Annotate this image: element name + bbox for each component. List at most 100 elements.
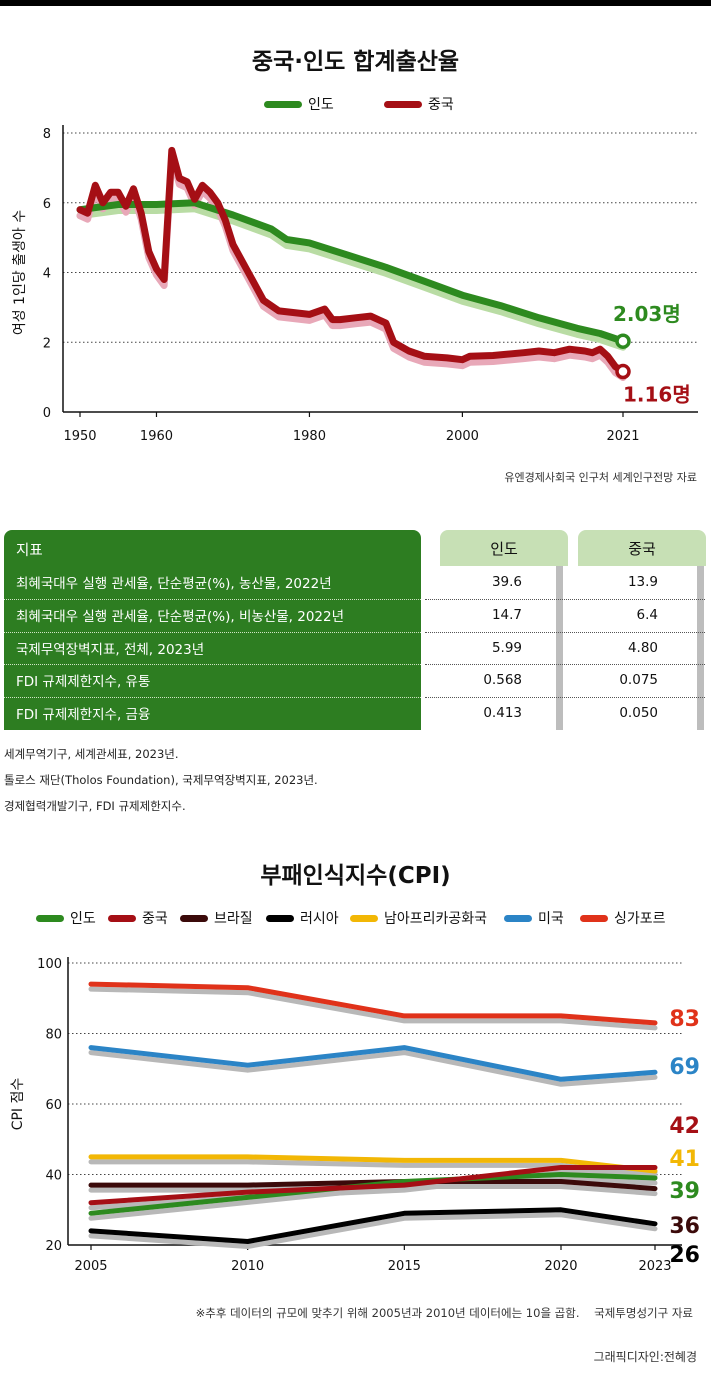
row-separator xyxy=(4,598,421,600)
legend-label: 남아프리카공화국 xyxy=(384,911,488,927)
table-cell-india: 14.7 xyxy=(491,606,522,623)
y-tick-label: 8 xyxy=(43,127,51,142)
y-tick-label: 6 xyxy=(43,197,51,212)
x-tick-label: 2005 xyxy=(74,1259,107,1274)
chart1-source: 유엔경제사회국 인구처 세계인구전망 자료 xyxy=(504,471,697,484)
end-label-china: 1.16명 xyxy=(623,383,691,407)
legend-swatch xyxy=(36,914,64,922)
legend-item: 중국 xyxy=(108,908,168,928)
series-line-india xyxy=(76,199,627,345)
y-tick-label: 60 xyxy=(45,1098,62,1113)
series-line-china xyxy=(88,1165,658,1206)
x-tick-label: 2000 xyxy=(446,429,479,444)
legend-label: 브라질 xyxy=(214,911,253,927)
series-shadow-india xyxy=(76,205,627,351)
table-header-china: 중국 xyxy=(578,530,706,566)
column-divider-china xyxy=(697,566,704,730)
y-tick-label: 40 xyxy=(45,1169,62,1184)
table-header-india: 인도 xyxy=(440,530,568,566)
legend-label: 싱가포르 xyxy=(614,911,666,927)
x-tick-label: 2010 xyxy=(231,1259,264,1274)
x-tick-label: 1980 xyxy=(293,429,326,444)
table-cell-india: 0.413 xyxy=(483,705,522,722)
legend-swatch xyxy=(350,914,378,922)
end-label-india: 2.03명 xyxy=(613,302,681,326)
legend-item: 싱가포르 xyxy=(580,908,666,928)
legend-label: 인도 xyxy=(70,911,96,927)
table-cell-india: 39.6 xyxy=(491,574,522,590)
end-label-china: 42 xyxy=(669,1114,700,1139)
row-separator xyxy=(425,598,705,600)
table-cell-china: 0.075 xyxy=(619,672,658,689)
series-shadow-usa xyxy=(88,1050,658,1087)
table-note: 세계무역기구, 세계관세표, 2023년. xyxy=(4,747,179,761)
row-separator xyxy=(425,664,705,666)
x-tick-label: 2015 xyxy=(388,1259,421,1274)
legend-label-china: 중국 xyxy=(428,97,454,113)
series-line-singapore xyxy=(88,981,658,1026)
table-cell-china: 13.9 xyxy=(627,574,658,590)
x-tick-label: 2023 xyxy=(638,1259,671,1274)
legend-item: 남아프리카공화국 xyxy=(350,908,487,928)
row-separator xyxy=(4,697,421,699)
chart1-title: 중국·인도 합계출산율 xyxy=(251,49,460,75)
legend-swatch xyxy=(504,914,532,922)
table-header-label: 지표 xyxy=(16,542,43,559)
series-shadow-russia xyxy=(88,1212,658,1249)
table-cell-china: 0.050 xyxy=(619,705,658,722)
y-tick-label: 4 xyxy=(43,267,51,282)
series-line-south-africa xyxy=(88,1154,658,1174)
chart2-footnote-text: ※추후 데이터의 규모에 맞추기 위해 2005년과 2010년 데이터에는 1… xyxy=(195,1306,580,1320)
table-cell-india: 5.99 xyxy=(491,639,522,656)
row-separator xyxy=(425,697,705,699)
legend-label-india: 인도 xyxy=(308,97,334,113)
legend-swatch-china xyxy=(384,100,422,108)
fertility-chart: 0 2 4 6 8 1950 1960 1980 2000 2021 여성 1인당 출생아 수 2.… xyxy=(12,125,698,444)
column-divider-india xyxy=(556,566,563,730)
y-axis-label: 여성 1인당 출생아 수 xyxy=(12,210,28,335)
y-axis-label: CPI 점수 xyxy=(10,1078,26,1131)
legend-item-china: 중국 xyxy=(384,94,454,114)
table-note: 경제협력개발기구, FDI 규제제한지수. xyxy=(4,799,186,813)
series-line-russia xyxy=(88,1207,658,1244)
legend-swatch xyxy=(108,914,136,922)
row-separator xyxy=(4,664,421,666)
series-line-china xyxy=(76,146,627,375)
row-separator xyxy=(425,631,705,633)
chart2-footnote: ※추후 데이터의 규모에 맞추기 위해 2005년과 2010년 데이터에는 1… xyxy=(196,1305,693,1321)
y-tick-label: 2 xyxy=(43,336,51,351)
legend-label: 중국 xyxy=(142,911,168,927)
table-row-label: 최혜국대우 실행 관세율, 단순평균(%), 농산물, 2022년 xyxy=(16,576,332,592)
x-tick-label: 2021 xyxy=(606,429,639,444)
legend-item: 미국 xyxy=(504,908,564,928)
legend-item: 브라질 xyxy=(180,908,253,928)
row-separator xyxy=(4,631,421,633)
table-row-label: 최혜국대우 실행 관세율, 단순평균(%), 비농산물, 2022년 xyxy=(16,608,345,625)
end-label-brazil: 36 xyxy=(669,1214,700,1239)
legend-label: 러시아 xyxy=(300,911,339,927)
y-tick-label: 20 xyxy=(45,1239,62,1254)
chart2-title: 부패인식지수(CPI) xyxy=(260,863,451,889)
legend-item-india: 인도 xyxy=(264,94,334,114)
graphic-credit: 그래픽디자인:전혜경 xyxy=(593,1350,697,1364)
end-marker-india xyxy=(615,333,631,349)
table-row-label: FDI 규제제한지수, 유통 xyxy=(16,674,151,691)
legend-swatch xyxy=(580,914,608,922)
end-label-russia: 26 xyxy=(669,1243,700,1268)
cpi-chart: 20 40 60 80 100 2005 2010 2015 2020 2023 CPI 점수 83… xyxy=(10,957,700,1274)
chart2-source: 국제투명성기구 자료 xyxy=(594,1306,693,1320)
legend-item: 인도 xyxy=(36,908,96,928)
table-cell-india: 0.568 xyxy=(483,672,522,689)
legend-swatch xyxy=(180,914,208,922)
series-line-usa xyxy=(88,1045,658,1082)
end-label-singapore: 83 xyxy=(669,1007,700,1032)
end-label-india: 39 xyxy=(669,1179,700,1204)
legend-swatch xyxy=(266,914,294,922)
table-note: 톨로스 재단(Tholos Foundation), 국제무역장벽지표, 202… xyxy=(4,773,318,787)
table-label-panel xyxy=(4,530,421,730)
series-line-india xyxy=(88,1172,658,1216)
legend-swatch-india xyxy=(264,100,302,108)
table-row-label: FDI 규제제한지수, 금융 xyxy=(16,707,151,724)
table-cell-china: 6.4 xyxy=(636,606,658,623)
end-label-usa: 69 xyxy=(669,1055,700,1080)
